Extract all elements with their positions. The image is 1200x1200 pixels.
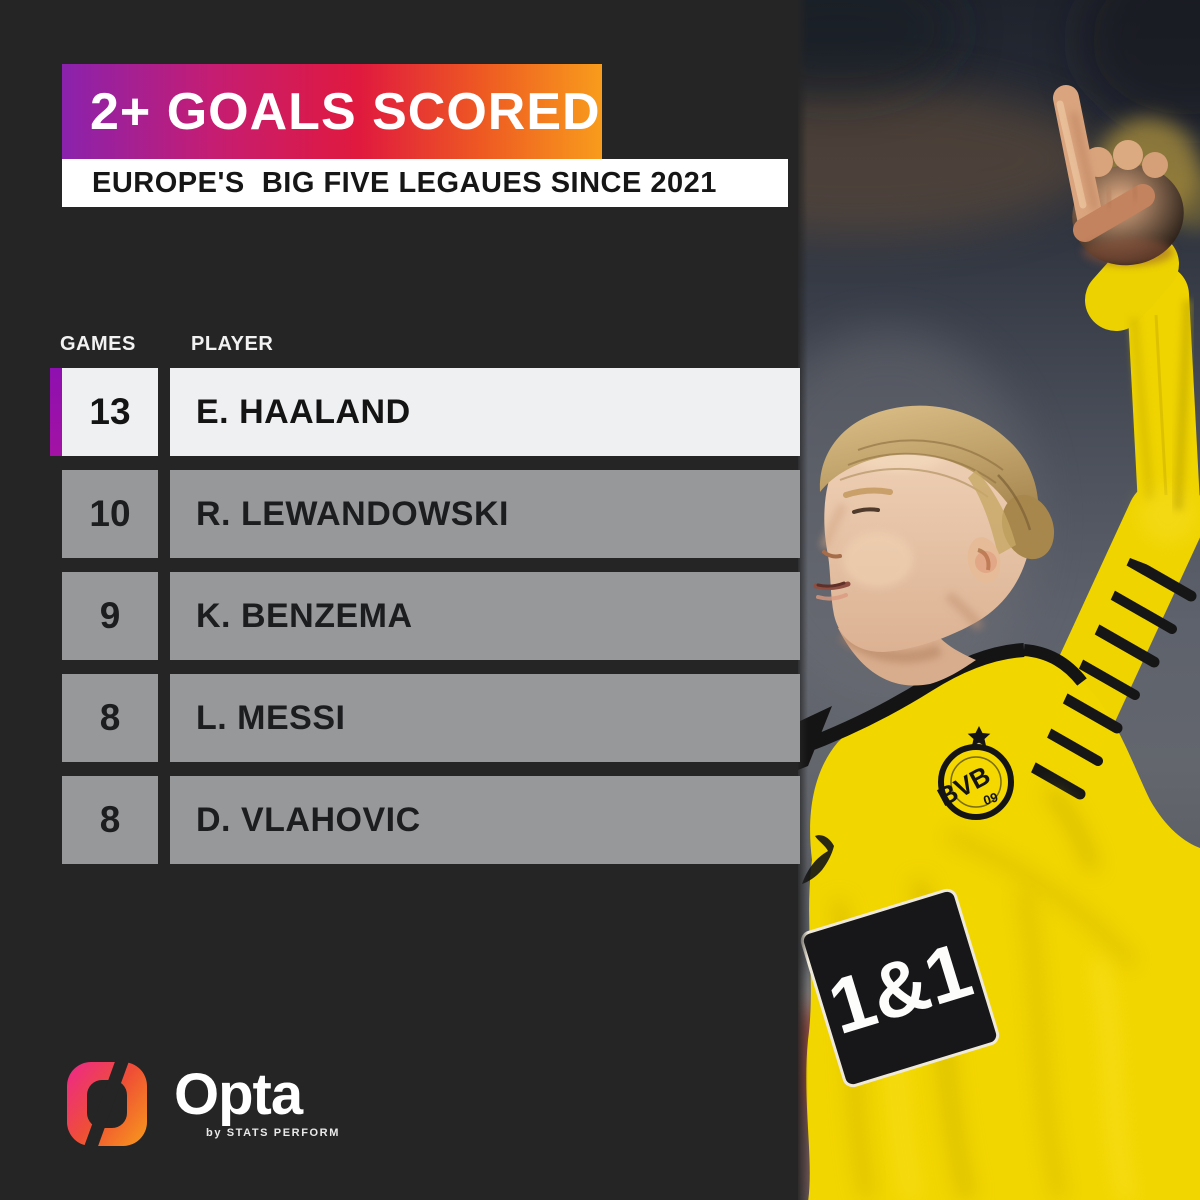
- subtitle-bar: EUROPE'S BIG FIVE LEGAUES SINCE 2021: [62, 159, 788, 207]
- shaved-side: [968, 470, 1016, 555]
- games-cell: 8: [62, 674, 158, 762]
- crest-number: 09: [981, 789, 999, 808]
- pointing-hand: [1053, 85, 1184, 266]
- player-cell: D. VLAHOVIC: [170, 776, 800, 864]
- title-banner: 2+ GOALS SCORED: [62, 64, 602, 159]
- player-cell: E. HAALAND: [170, 368, 800, 456]
- player-cell: R. LEWANDOWSKI: [170, 470, 800, 558]
- eye: [852, 507, 880, 514]
- hair: [819, 405, 1040, 552]
- player-photo-illustration: BVB 09 1&1: [798, 0, 1200, 1200]
- column-header-player: PLAYER: [191, 333, 274, 355]
- games-cell: 10: [62, 470, 158, 558]
- games-cell: 8: [62, 776, 158, 864]
- table-row-haaland: 13 E. HAALAND: [50, 368, 800, 456]
- bvb-crest: BVB 09: [932, 726, 1014, 820]
- brand-byline: by STATS PERFORM: [206, 1127, 340, 1139]
- column-header-games: GAMES: [60, 333, 136, 355]
- top-left-vignette: [798, 0, 958, 100]
- brand-footer: Opta by STATS PERFORM: [66, 1060, 340, 1148]
- player-cell: L. MESSI: [170, 674, 800, 762]
- blurred-stand-band: [798, 85, 1098, 235]
- player-cell: K. BENZEMA: [170, 572, 800, 660]
- brand-name: Opta: [174, 1062, 303, 1127]
- page-title: 2+ GOALS SCORED: [90, 82, 601, 141]
- table-row-messi: 8 L. MESSI: [62, 674, 800, 762]
- opta-logo-icon: [67, 1060, 147, 1148]
- games-cell: 9: [62, 572, 158, 660]
- table-row-vlahovic: 8 D. VLAHOVIC: [62, 776, 800, 864]
- nose: [820, 503, 847, 550]
- table-row-lewandowski: 10 R. LEWANDOWSKI: [62, 470, 800, 558]
- player-head: [813, 405, 1055, 652]
- player-photo: BVB 09 1&1: [798, 0, 1200, 1200]
- eyebrow: [843, 487, 893, 498]
- ear: [967, 537, 1001, 583]
- brand-text-column: Opta by STATS PERFORM: [174, 1060, 340, 1140]
- table-row-benzema: 9 K. BENZEMA: [62, 572, 800, 660]
- page-subtitle: EUROPE'S BIG FIVE LEGAUES SINCE 2021: [92, 166, 717, 199]
- champion-star-icon: [967, 726, 991, 747]
- games-cell: 13: [62, 368, 158, 456]
- top-right-vignette: [1078, 0, 1200, 130]
- jersey-sponsor-panel: 1&1: [800, 888, 1000, 1088]
- highlight-accent-bar: [50, 368, 62, 456]
- photo-edge-blend: [798, 0, 808, 1200]
- puma-logo-icon: [802, 835, 834, 884]
